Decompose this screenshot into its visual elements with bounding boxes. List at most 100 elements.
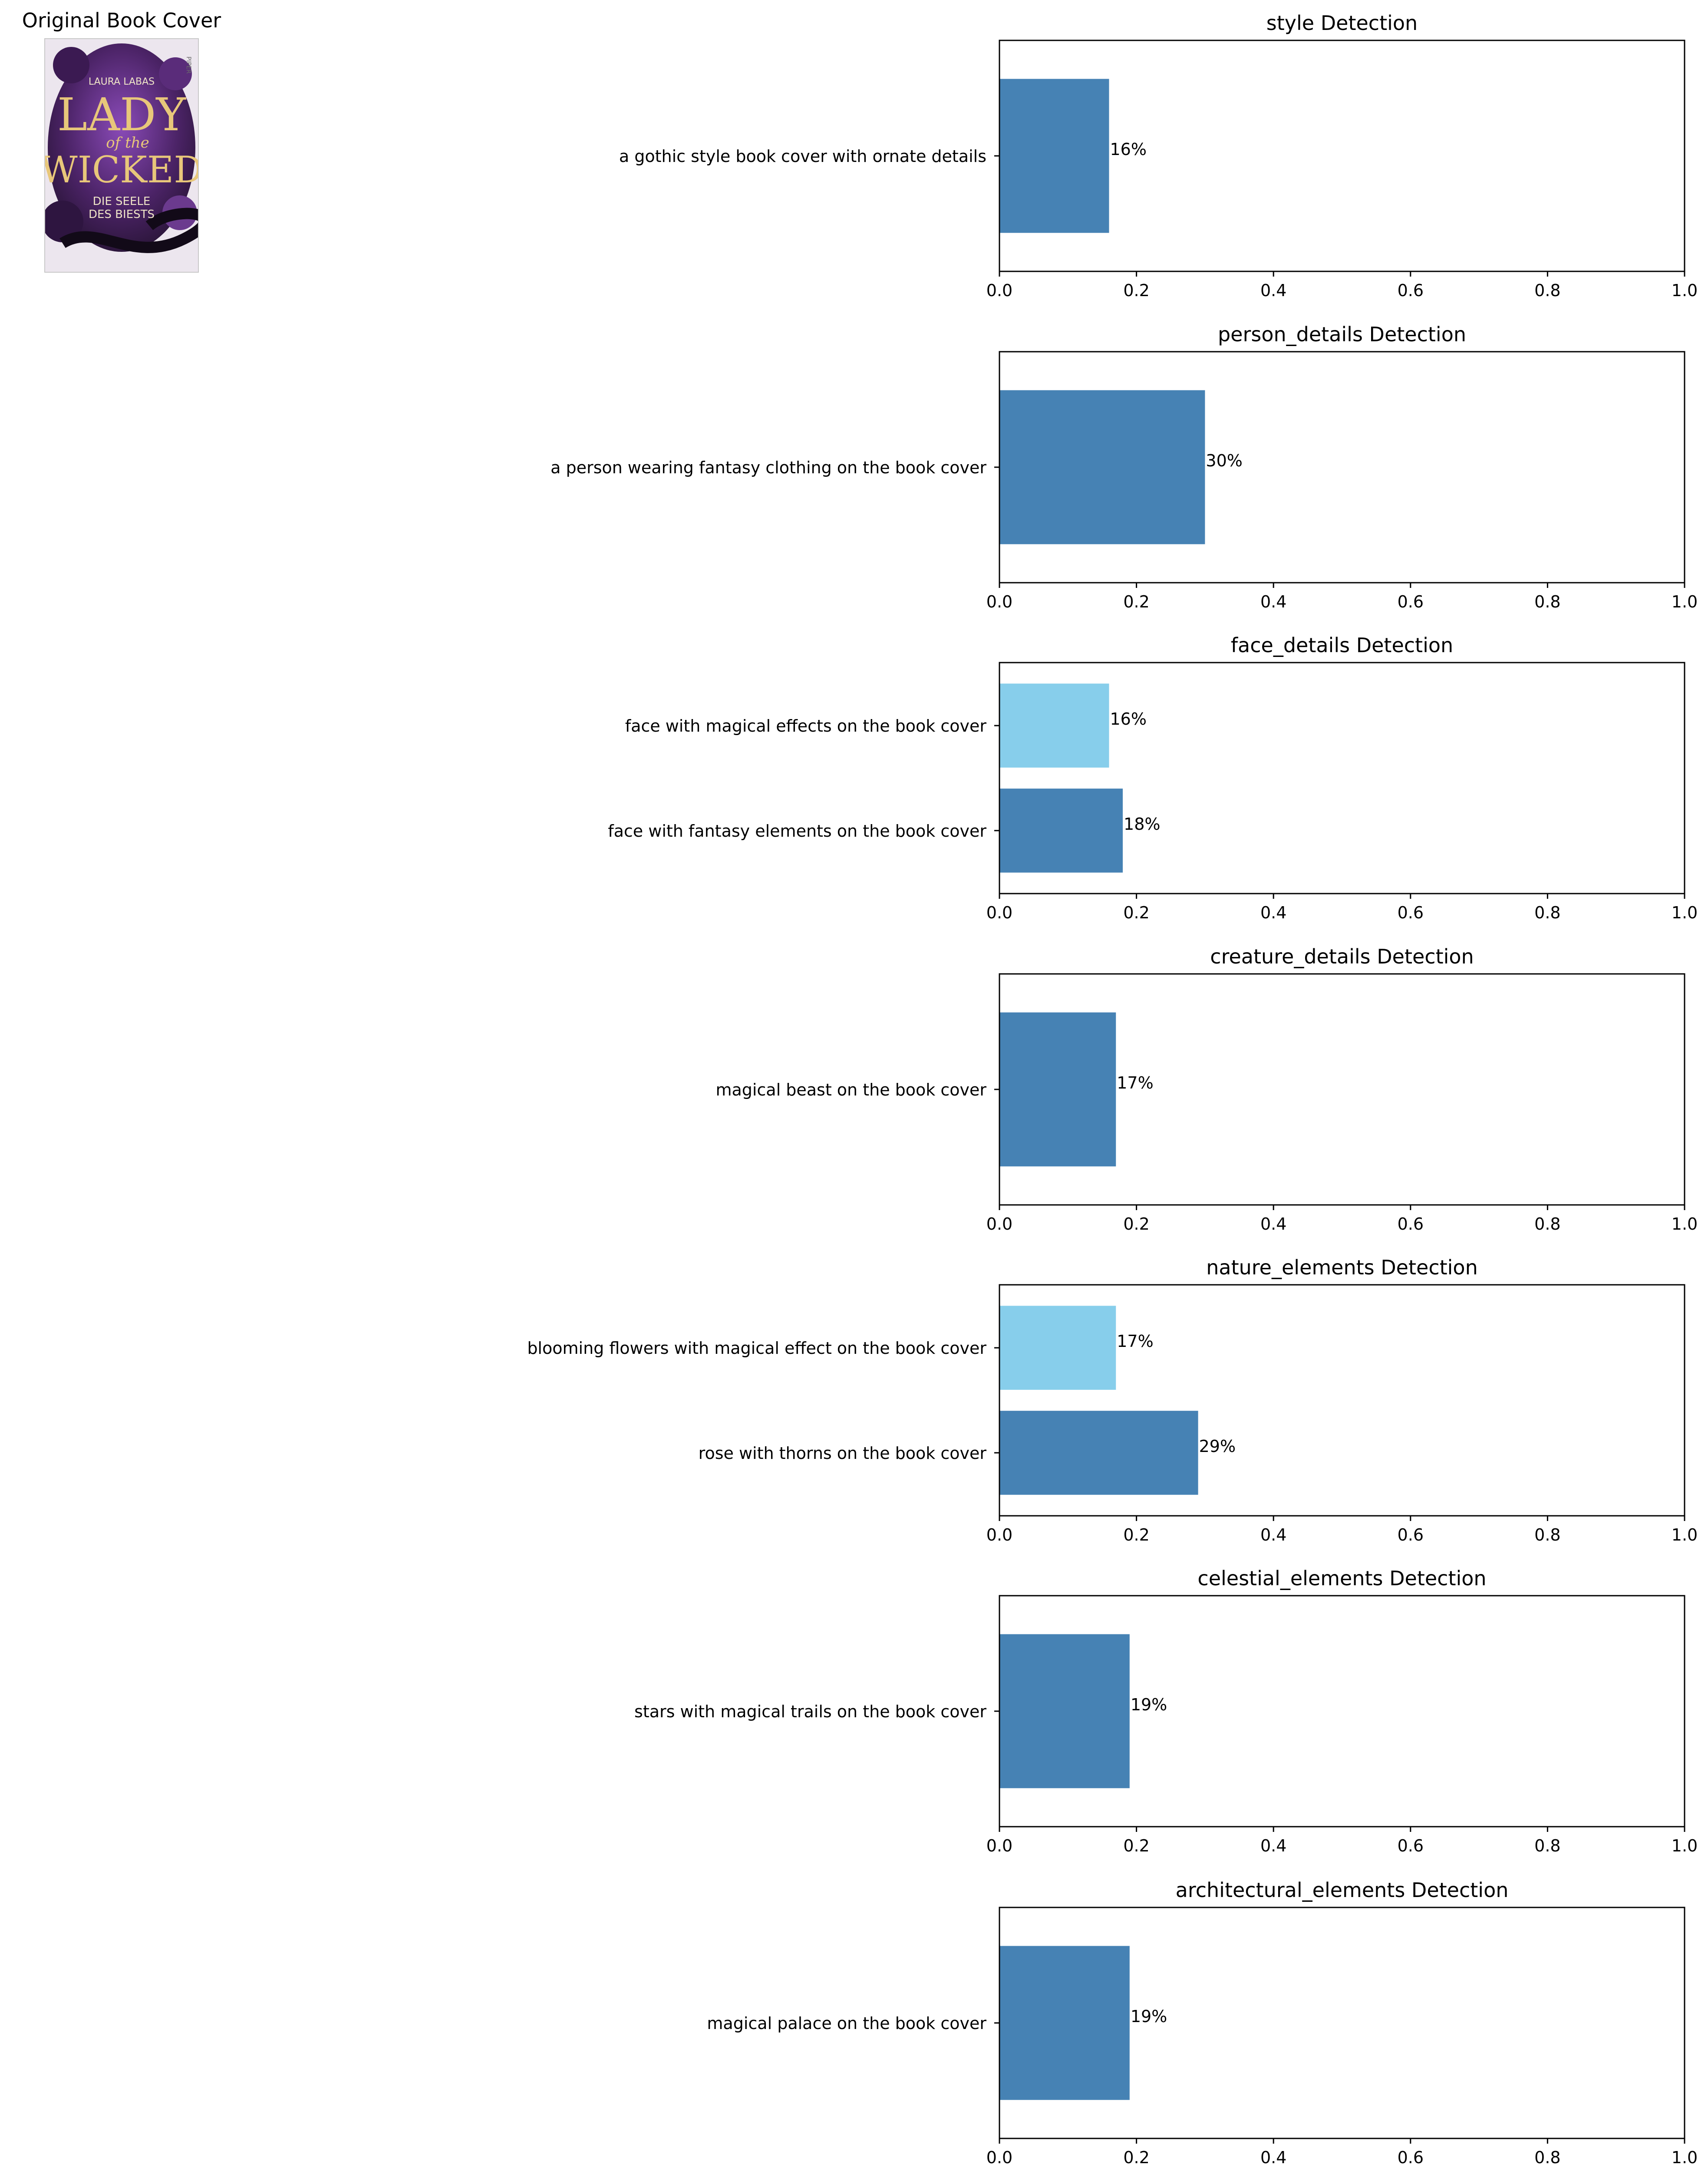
bar (999, 683, 1109, 768)
axes-frame (999, 1595, 1685, 1828)
bar (999, 1306, 1116, 1390)
x-tick-label: 0.6 (1398, 1836, 1424, 1855)
x-tick-label: 0.2 (1123, 281, 1149, 300)
chart-title: creature_details Detection (1210, 945, 1474, 968)
category-label: magical palace on the book cover (707, 2014, 986, 2033)
category-label: face with fantasy elements on the book c… (608, 822, 986, 841)
x-tick-label: 0.8 (1534, 1214, 1560, 1234)
x-tick-label: 0.4 (1260, 903, 1286, 922)
x-tick-label: 0.4 (1260, 592, 1286, 611)
category-label: stars with magical trails on the book co… (634, 1702, 986, 1721)
data-label: 17% (1117, 1073, 1153, 1092)
category-label: a person wearing fantasy clothing on the… (551, 458, 986, 477)
x-tick-label: 0.8 (1534, 1836, 1560, 1855)
chart-title: style Detection (1266, 11, 1418, 35)
axes-frame (999, 40, 1685, 272)
chart-title: celestial_elements Detection (1197, 1567, 1486, 1590)
axes-frame (999, 1907, 1685, 2139)
bar (999, 1634, 1130, 1788)
book-cover-art: PIPER LAURA LABAS LADY of the WICKED DIE… (45, 39, 198, 272)
x-tick-label: 0.2 (1123, 1214, 1149, 1234)
axes-frame (999, 351, 1685, 584)
cover-title-line-2: of the (106, 134, 149, 152)
x-tick-label: 0.0 (986, 903, 1012, 922)
x-tick-label: 0.2 (1123, 1525, 1149, 1544)
x-tick-label: 1.0 (1672, 1836, 1698, 1855)
category-label: rose with thorns on the book cover (699, 1444, 987, 1463)
category-label: magical beast on the book cover (716, 1080, 986, 1099)
x-tick-label: 0.6 (1398, 1525, 1424, 1544)
x-tick-label: 1.0 (1672, 903, 1698, 922)
x-tick-label: 0.6 (1398, 281, 1424, 300)
bar (999, 1411, 1198, 1495)
data-label: 17% (1117, 1332, 1153, 1351)
x-tick-label: 0.6 (1398, 2148, 1424, 2167)
x-tick-label: 0.8 (1534, 592, 1560, 611)
axes-frame (999, 662, 1685, 894)
category-label: a gothic style book cover with ornate de… (619, 147, 986, 166)
data-label: 30% (1206, 451, 1242, 470)
cover-swirl (48, 43, 195, 252)
x-tick-label: 0.8 (1534, 1525, 1560, 1544)
bar (999, 789, 1123, 873)
rose-ornament (159, 57, 192, 90)
x-tick-label: 1.0 (1672, 2148, 1698, 2167)
category-label: face with magical effects on the book co… (625, 716, 987, 736)
x-tick-label: 0.6 (1398, 592, 1424, 611)
x-tick-label: 0.2 (1123, 2148, 1149, 2167)
chart-title: architectural_elements Detection (1176, 1878, 1509, 1902)
x-tick-label: 0.8 (1534, 281, 1560, 300)
x-tick-label: 0.0 (986, 1525, 1012, 1544)
cover-title-line-1: LADY (57, 88, 187, 141)
x-tick-label: 0.6 (1398, 903, 1424, 922)
chart-title: person_details Detection (1218, 323, 1466, 346)
x-tick-label: 0.8 (1534, 903, 1560, 922)
data-label: 18% (1124, 815, 1160, 834)
data-label: 19% (1131, 1695, 1167, 1714)
chart-title: face_details Detection (1231, 633, 1453, 657)
cover-title-line-3: WICKED (45, 148, 198, 191)
x-tick-label: 0.4 (1260, 1214, 1286, 1234)
x-tick-label: 1.0 (1672, 1525, 1698, 1544)
bar (999, 1946, 1130, 2100)
rose-ornament (53, 47, 89, 83)
bar (999, 79, 1109, 233)
data-label: 29% (1199, 1437, 1236, 1456)
data-label: 16% (1110, 140, 1146, 159)
serpent-shape (59, 208, 198, 253)
x-tick-label: 0.0 (986, 2148, 1012, 2167)
book-cover-image: PIPER LAURA LABAS LADY of the WICKED DIE… (44, 38, 199, 273)
x-tick-label: 1.0 (1672, 281, 1698, 300)
x-tick-label: 0.2 (1123, 1836, 1149, 1855)
cover-author: LAURA LABAS (89, 76, 155, 87)
category-label: blooming flowers with magical effect on … (527, 1339, 986, 1358)
cover-publisher: PIPER (185, 56, 192, 74)
axes-frame (999, 973, 1685, 1206)
rose-ornament (45, 201, 83, 242)
x-tick-label: 1.0 (1672, 592, 1698, 611)
bar (999, 1012, 1116, 1167)
cover-subtitle-line-2: DES BIESTS (89, 208, 155, 221)
cover-panel-title: Original Book Cover (22, 9, 221, 32)
x-tick-label: 1.0 (1672, 1214, 1698, 1234)
bar (999, 390, 1205, 544)
axes-frame (999, 1284, 1685, 1517)
data-label: 19% (1131, 2007, 1167, 2026)
x-tick-label: 0.2 (1123, 903, 1149, 922)
x-tick-label: 0.8 (1534, 2148, 1560, 2167)
x-tick-label: 0.6 (1398, 1214, 1424, 1234)
x-tick-label: 0.4 (1260, 1525, 1286, 1544)
x-tick-label: 0.4 (1260, 281, 1286, 300)
x-tick-label: 0.0 (986, 592, 1012, 611)
x-tick-label: 0.0 (986, 281, 1012, 300)
x-tick-label: 0.0 (986, 1836, 1012, 1855)
x-tick-label: 0.2 (1123, 592, 1149, 611)
data-label: 16% (1110, 709, 1146, 729)
x-tick-label: 0.4 (1260, 1836, 1286, 1855)
x-tick-label: 0.4 (1260, 2148, 1286, 2167)
chart-title: nature_elements Detection (1206, 1256, 1477, 1279)
x-tick-label: 0.0 (986, 1214, 1012, 1234)
cover-subtitle-line-1: DIE SEELE (93, 195, 151, 208)
